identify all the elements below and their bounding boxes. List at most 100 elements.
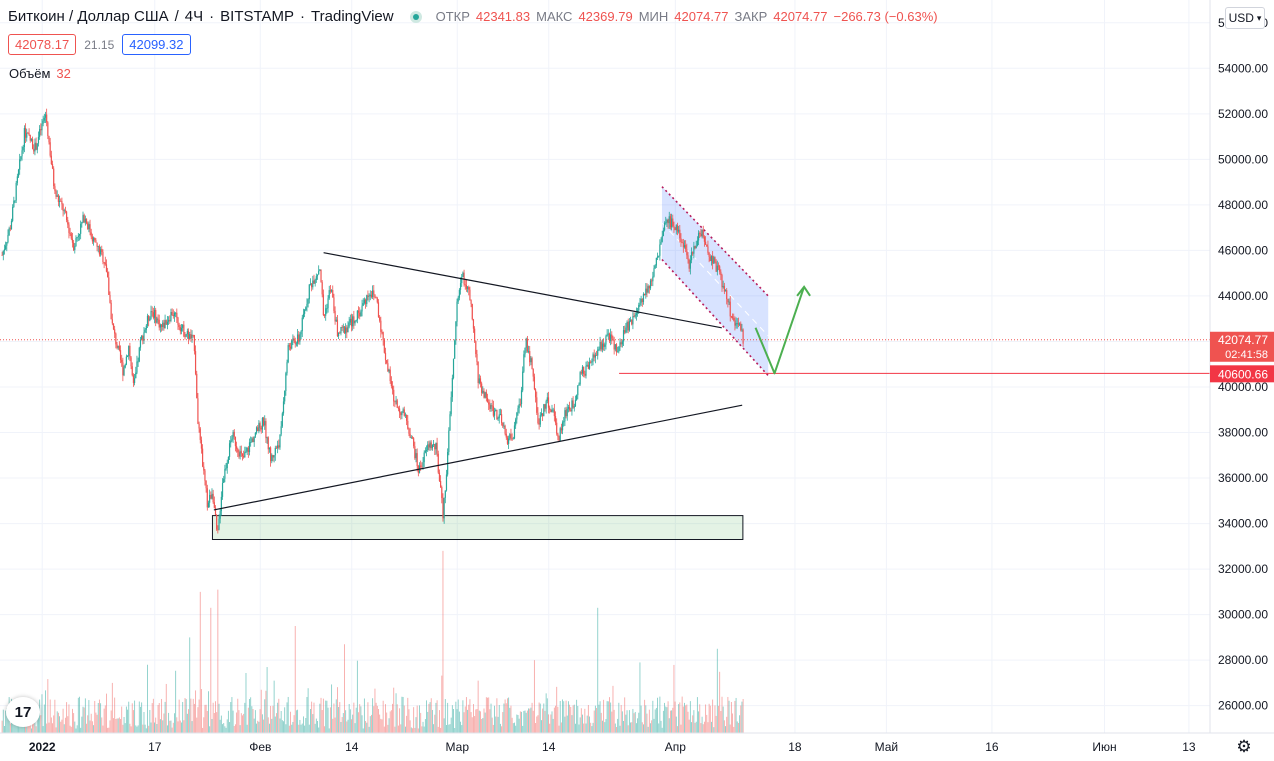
candle bbox=[483, 390, 485, 398]
candle bbox=[220, 496, 222, 512]
candle bbox=[185, 334, 187, 337]
candle bbox=[209, 494, 211, 503]
candle bbox=[510, 434, 512, 439]
candle bbox=[343, 326, 346, 334]
candle bbox=[90, 232, 92, 237]
candle bbox=[316, 274, 319, 277]
candle bbox=[280, 426, 282, 435]
candle bbox=[10, 220, 13, 230]
candle bbox=[29, 134, 31, 141]
candle bbox=[546, 397, 548, 402]
candle bbox=[78, 233, 81, 236]
candle bbox=[214, 507, 217, 515]
support-zone[interactable] bbox=[211, 515, 744, 541]
candle bbox=[739, 323, 741, 325]
candle bbox=[382, 332, 384, 340]
candle bbox=[687, 255, 689, 260]
volume-legend[interactable]: Объём 32 bbox=[9, 66, 71, 81]
candle bbox=[581, 366, 584, 374]
candle bbox=[376, 298, 378, 303]
price-tick-label: 28000.00 bbox=[1218, 653, 1268, 667]
candle bbox=[339, 332, 341, 334]
candle bbox=[266, 437, 268, 439]
candle bbox=[463, 272, 465, 285]
time-axis[interactable]: 2022 17 Фев 14 Мар 14 Апр 18 Май 16 Июн 13 bbox=[0, 732, 1274, 761]
arrow-path bbox=[754, 286, 806, 375]
candle bbox=[478, 378, 480, 384]
candle bbox=[143, 332, 145, 341]
trendlines[interactable] bbox=[213, 252, 743, 511]
sell-button[interactable]: 42078.17 bbox=[8, 34, 77, 55]
price-tick-label: 32000.00 bbox=[1218, 562, 1268, 576]
time-tick-label: 18 bbox=[788, 740, 802, 754]
candle bbox=[724, 290, 727, 292]
candle bbox=[54, 186, 56, 191]
candle bbox=[359, 312, 361, 317]
candle bbox=[335, 319, 337, 322]
candle bbox=[627, 321, 629, 331]
currency-select[interactable]: USD ▾ bbox=[1225, 7, 1265, 29]
candle bbox=[115, 333, 117, 345]
candle bbox=[95, 240, 97, 243]
candle bbox=[60, 200, 62, 202]
candle bbox=[386, 360, 388, 364]
candle bbox=[250, 442, 252, 443]
candle bbox=[515, 419, 517, 426]
candle bbox=[428, 444, 430, 448]
time-tick-label: 2022 bbox=[29, 740, 56, 754]
candle bbox=[125, 356, 127, 365]
candle bbox=[445, 474, 448, 491]
candle bbox=[189, 334, 191, 339]
candle bbox=[226, 462, 228, 469]
symbol-legend[interactable]: Биткоин / Доллар США / 4Ч · BITSTAMP · T… bbox=[8, 8, 938, 25]
candle bbox=[82, 215, 84, 223]
time-tick-label: Апр bbox=[665, 740, 687, 754]
chevron-down-icon: ▾ bbox=[1256, 12, 1262, 23]
forecast-arrow[interactable] bbox=[754, 285, 811, 375]
time-tick-label: 14 bbox=[345, 740, 359, 754]
candle bbox=[424, 450, 426, 453]
candle bbox=[423, 452, 425, 463]
candle bbox=[605, 336, 607, 345]
candle bbox=[87, 223, 89, 230]
market-status-icon[interactable] bbox=[409, 10, 422, 23]
candle bbox=[527, 351, 530, 352]
candle bbox=[298, 334, 300, 342]
candle bbox=[518, 404, 520, 409]
candle bbox=[173, 312, 176, 317]
candle bbox=[288, 345, 290, 347]
candle bbox=[193, 334, 195, 352]
candle bbox=[587, 364, 589, 369]
candle bbox=[364, 299, 367, 305]
descending-channel[interactable] bbox=[661, 186, 769, 377]
level-price-tag bbox=[1210, 365, 1274, 383]
candle bbox=[43, 117, 45, 121]
candle bbox=[509, 434, 511, 439]
gear-icon[interactable]: ⚙ bbox=[1236, 737, 1252, 756]
candle bbox=[485, 392, 487, 398]
candle bbox=[23, 128, 25, 147]
candle bbox=[492, 406, 494, 416]
buy-button[interactable]: 42099.32 bbox=[122, 34, 191, 55]
candle bbox=[333, 297, 335, 311]
candle bbox=[47, 122, 49, 136]
price-axis[interactable]: 56000.0054000.0052000.0050000.0048000.00… bbox=[1209, 0, 1274, 761]
candle bbox=[341, 327, 343, 328]
candle bbox=[468, 287, 470, 290]
candle bbox=[493, 410, 496, 416]
candle bbox=[134, 378, 136, 383]
candle bbox=[474, 328, 476, 342]
candle bbox=[563, 421, 565, 423]
candle bbox=[471, 303, 473, 320]
candle bbox=[469, 289, 471, 301]
candle bbox=[306, 303, 308, 308]
candle bbox=[116, 344, 118, 348]
tradingview-logo[interactable]: 17 bbox=[6, 697, 40, 727]
candle bbox=[233, 431, 235, 437]
candle bbox=[357, 310, 360, 313]
candle bbox=[531, 358, 533, 369]
candle bbox=[727, 299, 729, 303]
candle bbox=[192, 334, 194, 336]
candle bbox=[389, 369, 391, 382]
